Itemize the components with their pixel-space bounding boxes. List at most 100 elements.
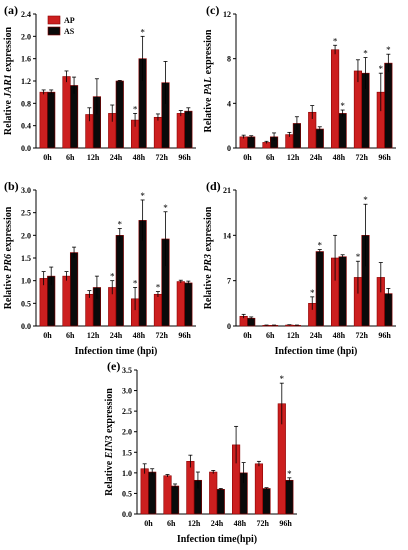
bar-as (69, 85, 79, 149)
significance-star: * (310, 288, 315, 298)
x-tick-label: 6h (266, 153, 275, 162)
y-axis-label: Relative PR3 expression (203, 206, 214, 309)
significance-star: * (280, 374, 285, 384)
significance-star: * (118, 220, 123, 230)
y-tick-label: 1.5 (21, 254, 31, 263)
y-tick-label: 0.5 (122, 489, 132, 498)
x-tick-label: 48h (333, 153, 346, 162)
bar-as (216, 489, 225, 515)
significance-star: * (110, 272, 115, 282)
y-tick-label: 1.0 (21, 277, 31, 286)
y-tick-label: 0.0 (122, 510, 132, 519)
x-tick-label: 72h (256, 519, 269, 528)
x-tick-label: 24h (310, 153, 323, 162)
x-tick-label: 0h (243, 331, 252, 340)
bar-ap (331, 49, 340, 149)
significance-star: * (340, 101, 345, 111)
significance-star: * (333, 36, 338, 46)
y-tick-label: 3.0 (122, 387, 132, 396)
x-tick-label: 12h (287, 331, 300, 340)
x-tick-label: 6h (266, 331, 275, 340)
y-axis-label: Relative PR6 expression (3, 206, 14, 309)
x-tick-label: 12h (188, 519, 201, 528)
x-tick-label: 72h (355, 331, 368, 340)
x-tick-label: 12h (87, 153, 100, 162)
bar-as (338, 256, 347, 327)
bar-ap (353, 70, 363, 149)
y-axis-label-suffix: expression (3, 206, 14, 254)
x-tick-label: 96h (378, 153, 391, 162)
x-tick-label: 72h (155, 153, 168, 162)
bar-as (170, 485, 180, 515)
y-tick-label: 21 (223, 186, 231, 195)
y-tick-label: 2.0 (122, 428, 132, 437)
bar-as (184, 282, 193, 327)
y-axis-label-prefix: Relative (203, 272, 214, 310)
legend-label-ap: AP (64, 16, 75, 25)
bar-ap (39, 278, 48, 327)
x-tick-label: 48h (234, 519, 247, 528)
x-axis-label: Infection time (hpi) (75, 346, 158, 357)
x-tick-label: 96h (279, 519, 292, 528)
y-tick-label: 0 (227, 144, 231, 153)
y-axis-label-suffix: expression (203, 29, 214, 77)
y-tick-label: 2.0 (21, 32, 31, 41)
bar-as (47, 91, 56, 149)
y-axis-label-suffix: expression (104, 388, 115, 436)
bar-ap (39, 91, 48, 149)
significance-star: * (386, 45, 391, 55)
legend-swatch-as (47, 26, 61, 36)
y-axis-label-prefix: Relative (3, 272, 14, 310)
significance-star: * (140, 191, 145, 201)
y-tick-label: 2.4 (21, 10, 31, 19)
y-tick-label: 0 (227, 322, 231, 331)
chart-panel-e: 0.0 0.5 1.0 1.5 2.0 2.5 3.0 3.5 0h 6h 12h 24h 48h 72h… (104, 359, 297, 545)
y-axis-label-suffix: expression (203, 206, 214, 254)
bar-as (315, 251, 324, 327)
x-tick-label: 12h (87, 331, 100, 340)
y-tick-label: 1.0 (122, 469, 132, 478)
significance-star: * (356, 252, 361, 262)
y-tick-label: 0.0 (21, 144, 31, 153)
bar-ap (176, 113, 185, 149)
x-tick-label: 96h (178, 153, 191, 162)
x-tick-label: 6h (167, 519, 176, 528)
y-axis-label-gene: EIN3 (104, 436, 115, 460)
y-tick-label: 0.0 (21, 322, 31, 331)
significance-star: * (140, 27, 145, 37)
bar-as (262, 488, 271, 515)
y-axis-label-suffix: expression (3, 26, 14, 74)
y-tick-label: 0.5 (21, 299, 31, 308)
y-axis-label: Relative JAR1 expression (3, 26, 14, 135)
x-axis-label: Infection time(hpi) (177, 534, 257, 545)
y-tick-label: 8 (227, 55, 231, 64)
y-tick-label: 2.5 (122, 407, 132, 416)
y-axis-label: Relative PAL expression (203, 29, 214, 132)
bar-ap (85, 293, 94, 327)
bar-as (184, 110, 193, 149)
bar-ap (62, 275, 71, 327)
panel-label: (d) (206, 179, 221, 193)
bar-ap (153, 293, 163, 327)
x-tick-label: 6h (66, 153, 75, 162)
x-tick-label: 48h (133, 331, 146, 340)
bar-as (69, 252, 79, 327)
y-tick-label: 2.0 (21, 231, 31, 240)
panel-label: (a) (4, 3, 18, 17)
y-tick-label: 2.5 (21, 209, 31, 218)
y-axis-label-gene: PR6 (3, 254, 14, 272)
x-tick-label: 72h (355, 153, 368, 162)
panel-label: (c) (206, 3, 219, 17)
x-tick-label: 24h (110, 153, 123, 162)
bar-as (384, 62, 393, 149)
x-tick-label: 24h (310, 331, 323, 340)
significance-star: * (363, 49, 368, 59)
legend-swatch-ap (47, 15, 61, 25)
x-tick-label: 96h (378, 331, 391, 340)
x-tick-label: 0h (43, 153, 52, 162)
y-tick-label: 1.5 (122, 448, 132, 457)
panel-label: (e) (107, 359, 120, 373)
x-tick-label: 12h (287, 153, 300, 162)
y-axis-label: Relative EIN3 expression (104, 388, 115, 496)
